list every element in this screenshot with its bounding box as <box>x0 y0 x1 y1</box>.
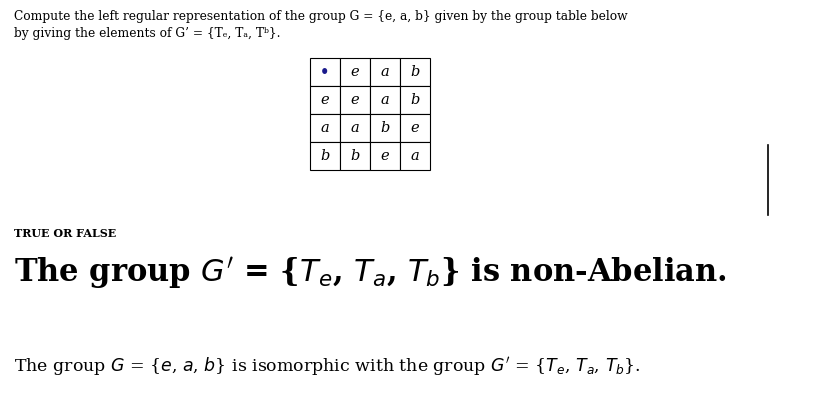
Text: a: a <box>381 93 389 107</box>
Bar <box>370 142 400 170</box>
Bar <box>310 86 340 114</box>
Text: The group $\mathit{G}$ = {$\mathit{e}$, $\mathit{a}$, $\mathit{b}$} is isomorphi: The group $\mathit{G}$ = {$\mathit{e}$, … <box>14 355 641 378</box>
Text: e: e <box>321 93 329 107</box>
Text: a: a <box>410 149 420 163</box>
Text: TRUE OR FALSE: TRUE OR FALSE <box>14 228 117 239</box>
Bar <box>310 114 340 142</box>
Text: e: e <box>381 149 389 163</box>
Text: b: b <box>320 149 330 163</box>
Bar <box>310 142 340 170</box>
Text: •: • <box>320 65 330 79</box>
Text: b: b <box>380 121 390 135</box>
Text: e: e <box>351 65 360 79</box>
Bar <box>340 86 370 114</box>
Bar <box>310 58 340 86</box>
Bar <box>340 142 370 170</box>
Text: a: a <box>321 121 329 135</box>
Text: b: b <box>410 93 420 107</box>
Bar <box>370 86 400 114</box>
Text: b: b <box>351 149 360 163</box>
Text: Compute the left regular representation of the group G = {e, a, b} given by the : Compute the left regular representation … <box>14 10 627 23</box>
Bar <box>370 114 400 142</box>
Bar <box>340 114 370 142</box>
Bar <box>400 58 430 86</box>
Text: e: e <box>410 121 420 135</box>
Bar <box>400 142 430 170</box>
Bar <box>370 58 400 86</box>
Bar <box>400 114 430 142</box>
Bar <box>400 86 430 114</box>
Text: by giving the elements of G’ = {Tₑ, Tₐ, Tᵇ}.: by giving the elements of G’ = {Tₑ, Tₐ, … <box>14 27 281 40</box>
Text: The group $\mathit{G'}$ = {$\mathit{T_e}$, $\mathit{T_a}$, $\mathit{T_b}$} is no: The group $\mathit{G'}$ = {$\mathit{T_e}… <box>14 255 727 291</box>
Text: b: b <box>410 65 420 79</box>
Text: a: a <box>381 65 389 79</box>
Text: e: e <box>351 93 360 107</box>
Text: a: a <box>351 121 360 135</box>
Bar <box>340 58 370 86</box>
